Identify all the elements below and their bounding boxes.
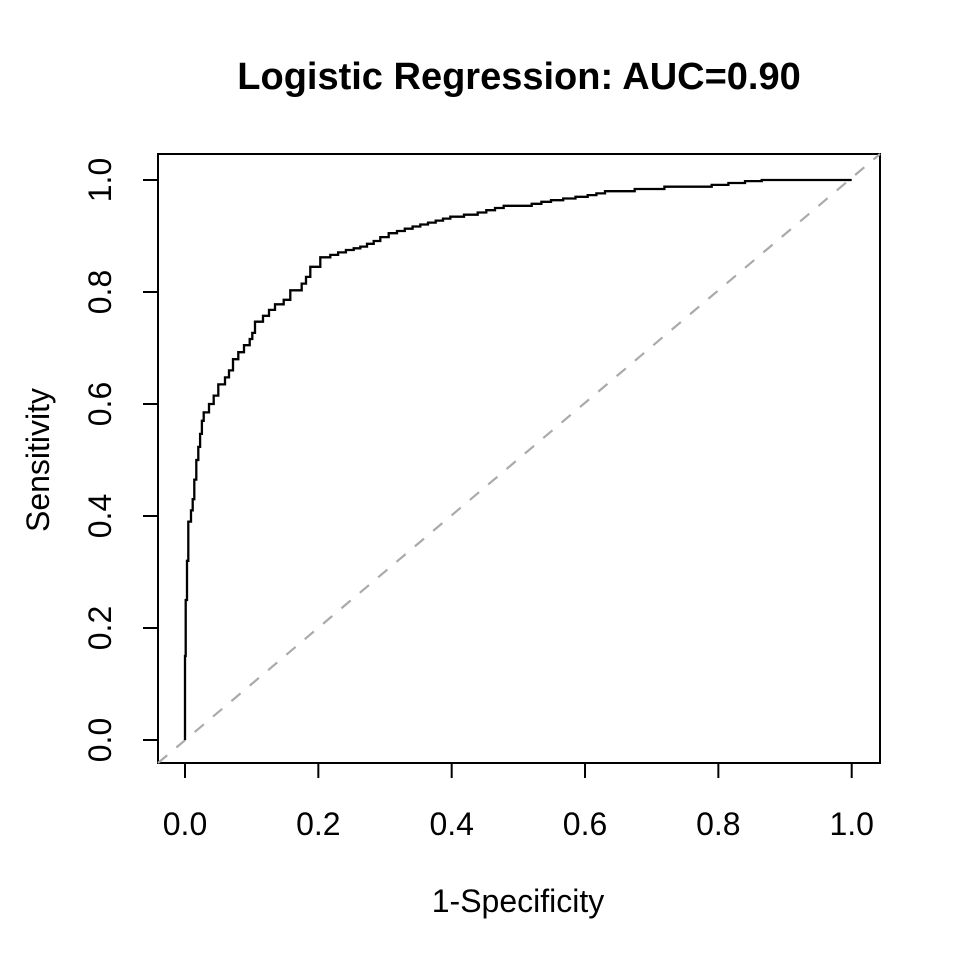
y-tick-label: 0.8 bbox=[82, 270, 118, 314]
x-tick-label: 0.2 bbox=[296, 806, 340, 842]
y-tick-label: 0.4 bbox=[82, 494, 118, 538]
y-tick-label: 0.0 bbox=[82, 718, 118, 762]
y-axis-ticks: 0.0 0.2 0.4 0.6 0.8 1.0 bbox=[82, 158, 158, 762]
y-tick-label: 0.6 bbox=[82, 382, 118, 426]
y-axis-title: Sensitivity bbox=[20, 388, 56, 532]
roc-curve bbox=[183, 178, 852, 740]
plot-box bbox=[157, 153, 881, 764]
y-tick-label: 0.2 bbox=[82, 606, 118, 650]
x-axis-title: 1-Specificity bbox=[432, 883, 605, 919]
reference-diagonal bbox=[157, 153, 881, 764]
x-tick-label: 0.8 bbox=[696, 806, 740, 842]
x-tick-label: 1.0 bbox=[829, 806, 873, 842]
x-axis-ticks: 0.0 0.2 0.4 0.6 0.8 1.0 bbox=[163, 763, 874, 842]
series-layer bbox=[157, 153, 881, 764]
y-tick-label: 1.0 bbox=[82, 158, 118, 202]
x-tick-label: 0.0 bbox=[163, 806, 207, 842]
chart-title: Logistic Regression: AUC=0.90 bbox=[237, 56, 800, 98]
x-tick-label: 0.6 bbox=[563, 806, 607, 842]
x-tick-label: 0.4 bbox=[429, 806, 473, 842]
